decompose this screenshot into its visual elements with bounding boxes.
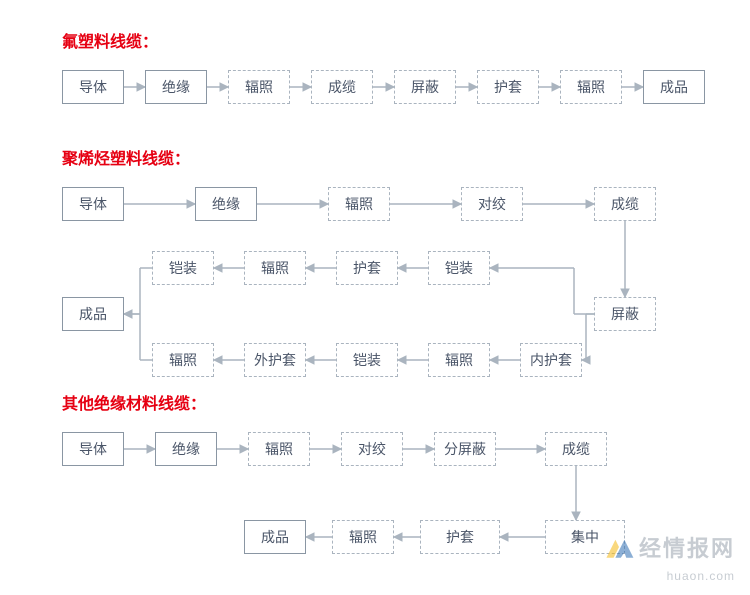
flow-node-s2n0: 导体: [62, 187, 124, 221]
flow-node-s1n4: 屏蔽: [394, 70, 456, 104]
flow-node-s3n3: 对绞: [341, 432, 403, 466]
watermark: 经情报网 huaon.com: [601, 529, 735, 565]
flow-node-s2n4: 成缆: [594, 187, 656, 221]
flow-node-s3n2: 辐照: [248, 432, 310, 466]
watermark-text: 经情报网: [639, 531, 735, 563]
flow-node-s2n14: 辐照: [428, 343, 490, 377]
flow-node-s3n9: 成品: [244, 520, 306, 554]
flow-node-s2n7: 辐照: [244, 251, 306, 285]
flow-node-s2n6: 铠装: [152, 251, 214, 285]
flow-node-s2n5: 屏蔽: [594, 297, 656, 331]
section-title-t3: 其他绝缘材料线缆：: [62, 390, 206, 414]
flow-node-s2n13: 铠装: [336, 343, 398, 377]
flow-node-s1n2: 辐照: [228, 70, 290, 104]
flow-node-s3n1: 绝缘: [155, 432, 217, 466]
section-title-t2: 聚烯烃塑料线缆：: [62, 145, 190, 169]
flow-node-s3n5: 成缆: [545, 432, 607, 466]
watermark-logo-icon: [601, 529, 637, 565]
flow-node-s1n3: 成缆: [311, 70, 373, 104]
flow-node-s2n15: 内护套: [520, 343, 582, 377]
flow-node-s2n10: 成品: [62, 297, 124, 331]
flow-node-s1n5: 护套: [477, 70, 539, 104]
flow-node-s2n2: 辐照: [328, 187, 390, 221]
flow-node-s1n7: 成品: [643, 70, 705, 104]
flow-node-s2n12: 外护套: [244, 343, 306, 377]
flow-node-s3n4: 分屏蔽: [434, 432, 496, 466]
flow-node-s1n6: 辐照: [560, 70, 622, 104]
flow-node-s2n9: 铠装: [428, 251, 490, 285]
watermark-sub: huaon.com: [667, 569, 735, 583]
flow-node-s1n0: 导体: [62, 70, 124, 104]
flow-node-s3n7: 护套: [420, 520, 500, 554]
flow-node-s2n3: 对绞: [461, 187, 523, 221]
flow-node-s2n1: 绝缘: [195, 187, 257, 221]
flow-node-s3n8: 辐照: [332, 520, 394, 554]
flow-node-s3n0: 导体: [62, 432, 124, 466]
flow-node-s2n8: 护套: [336, 251, 398, 285]
flow-node-s2n11: 辐照: [152, 343, 214, 377]
flow-node-s1n1: 绝缘: [145, 70, 207, 104]
section-title-t1: 氟塑料线缆：: [62, 28, 158, 52]
